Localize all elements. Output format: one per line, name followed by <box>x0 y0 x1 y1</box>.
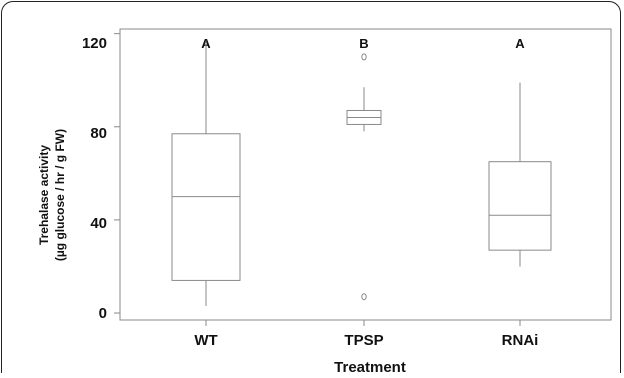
x-axis-title: Treatment <box>334 359 406 376</box>
y-tick-label-40: 40 <box>90 215 107 232</box>
y-axis-title-line2: (µg glucose / hr / g FW) <box>53 129 67 261</box>
boxes-layer <box>171 40 552 307</box>
y-tick-label-80: 80 <box>90 125 107 142</box>
group-letter-tpsp: B <box>359 36 368 51</box>
plot-area-border <box>119 28 612 321</box>
x-tick-label-wt: WT <box>194 332 217 349</box>
box-wt <box>171 133 241 281</box>
box-rnai <box>488 161 552 251</box>
x-tick-label-rnai: RNAi <box>502 332 539 349</box>
outlier-point-tpsp-1 <box>361 53 367 61</box>
y-axis-title-line1: Trehalase activity <box>37 145 51 245</box>
y-tick-label-120: 120 <box>82 35 107 52</box>
outlier-point-tpsp-2 <box>361 293 367 301</box>
x-tick-label-tpsp: TPSP <box>344 332 383 349</box>
group-letter-rnai: A <box>515 36 525 51</box>
y-tick-label-0: 0 <box>99 305 107 322</box>
figure-frame <box>1 1 621 373</box>
